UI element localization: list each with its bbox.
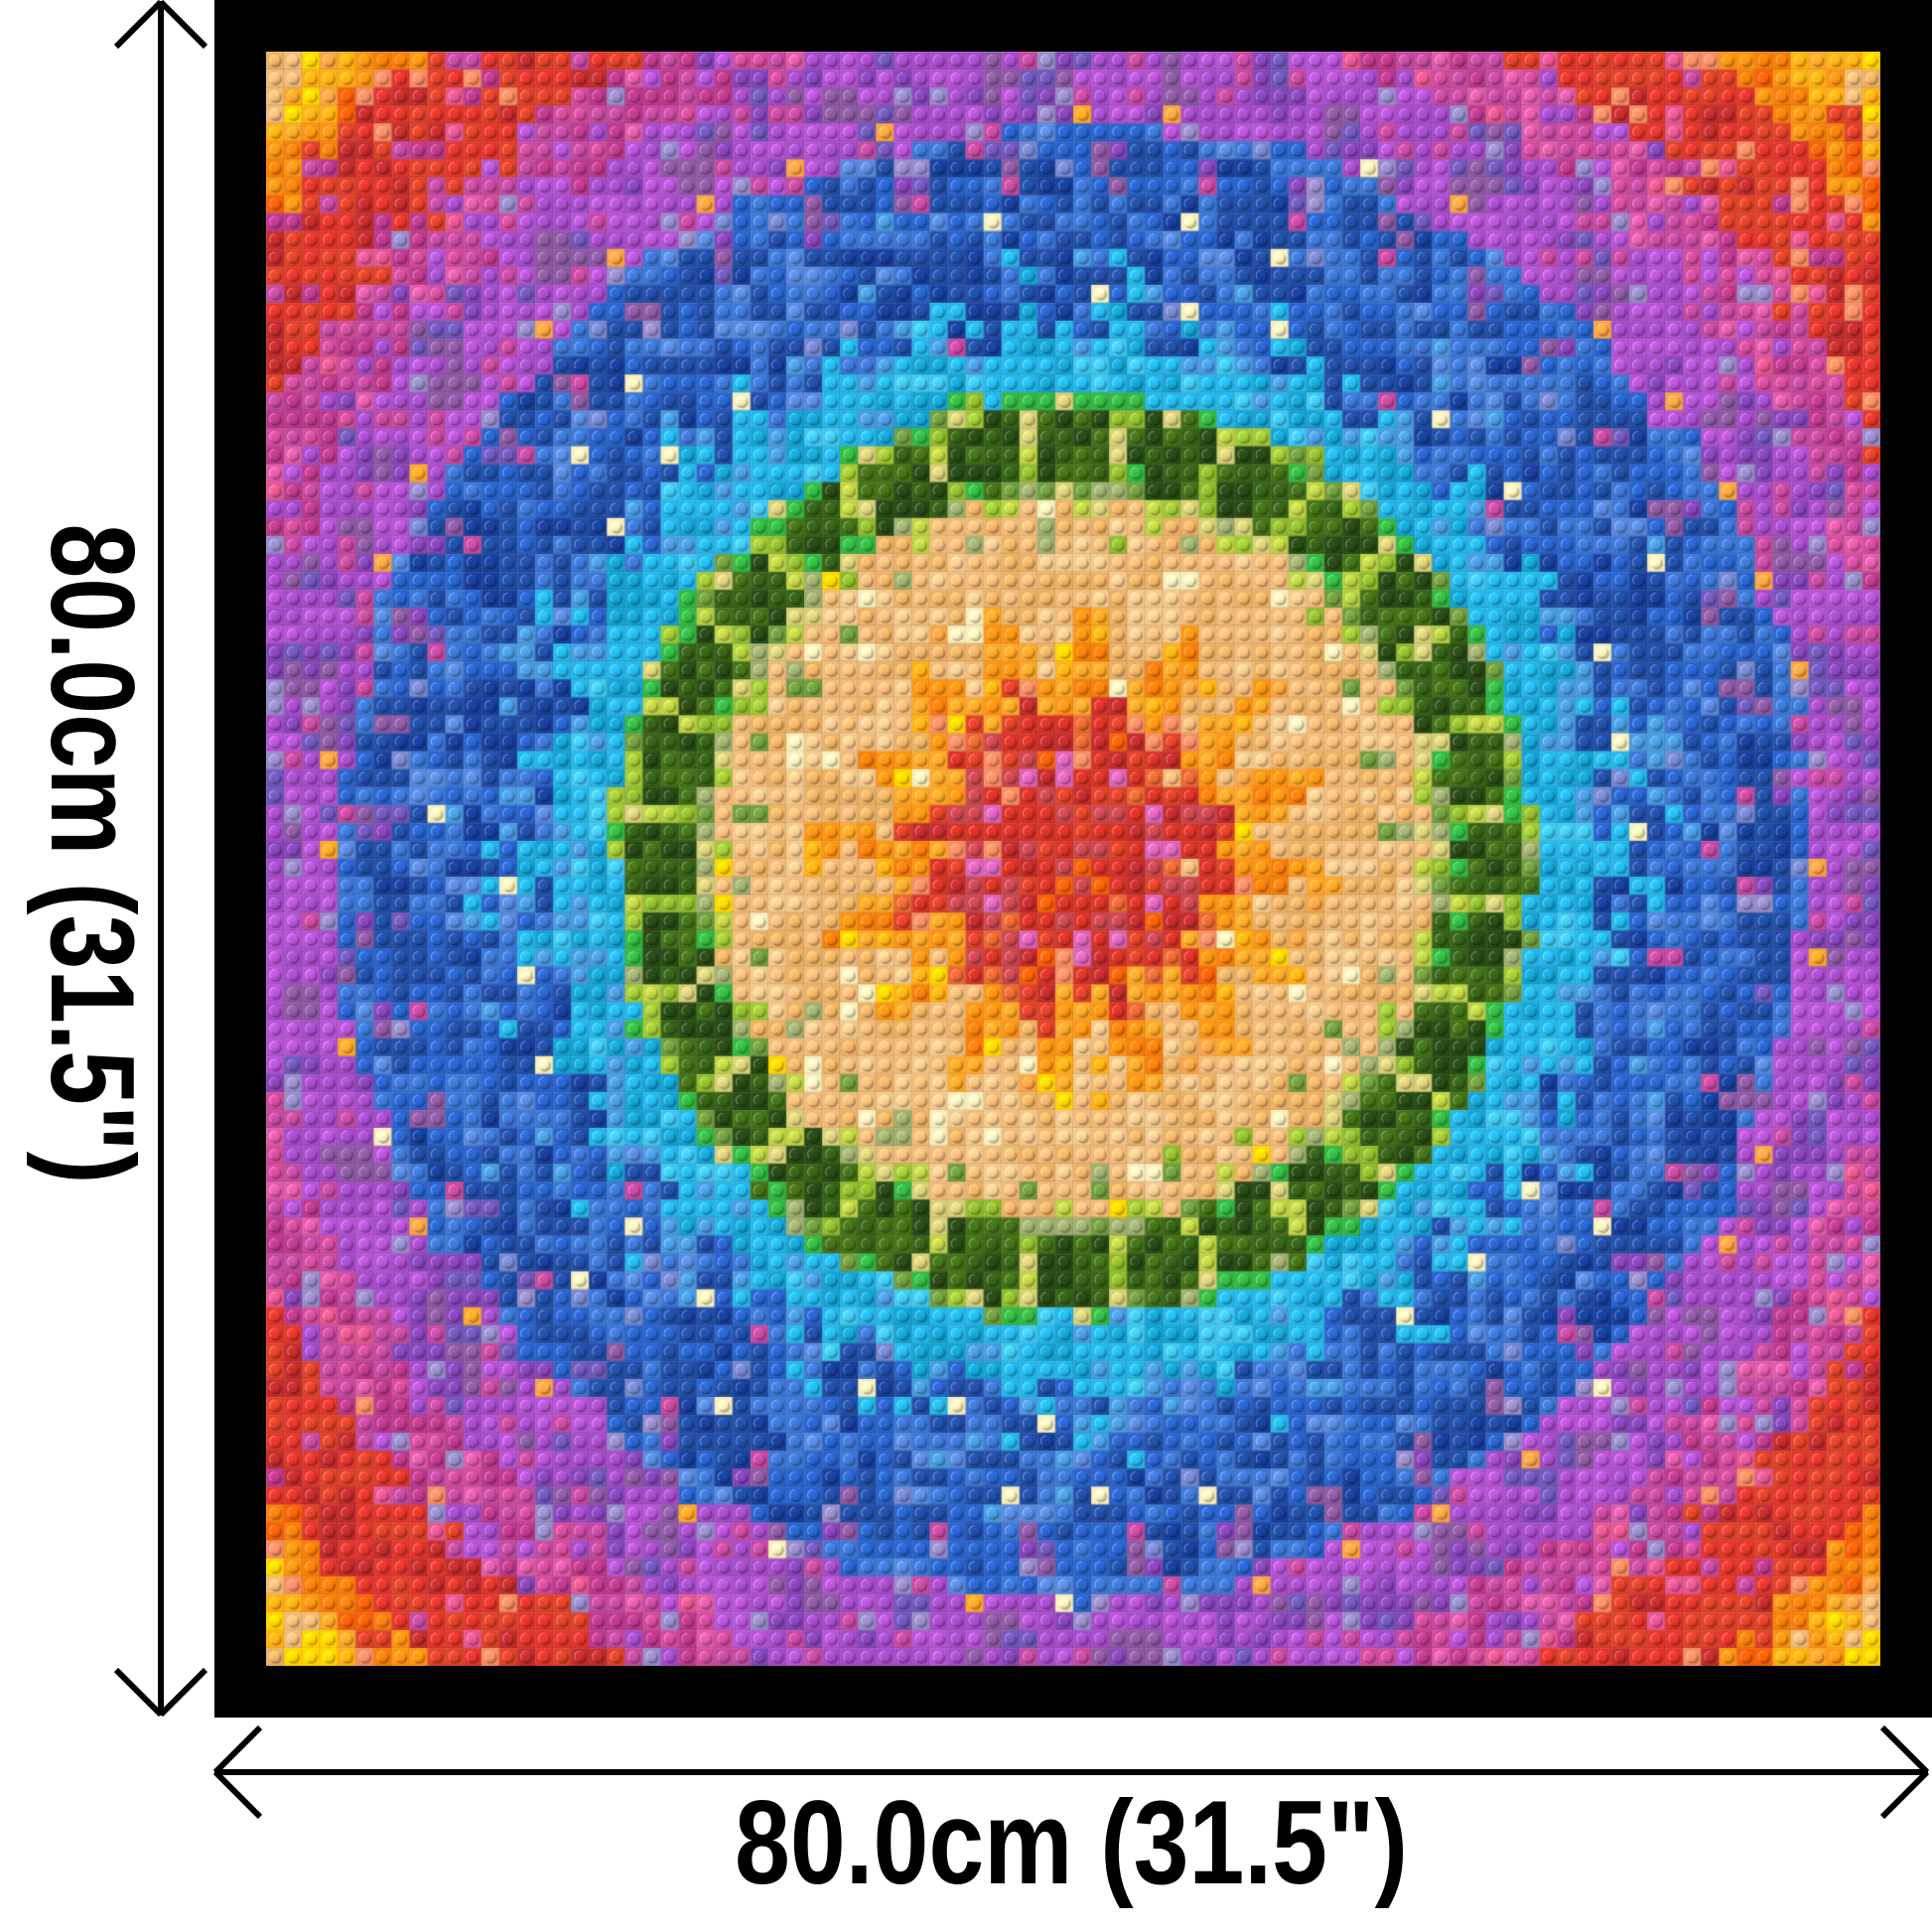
svg-text:80.0cm (31.5"): 80.0cm (31.5") bbox=[735, 1776, 1408, 1909]
svg-text:80.0cm (31.5"): 80.0cm (31.5") bbox=[26, 524, 159, 1184]
